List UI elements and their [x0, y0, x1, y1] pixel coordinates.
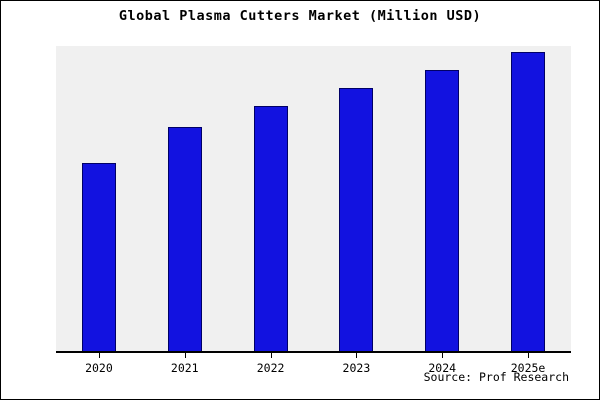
bar-2025e — [511, 51, 546, 351]
x-tick-2023: 2023 — [313, 353, 399, 375]
bar-slot-2025e — [485, 46, 571, 351]
bar-slot-2021 — [142, 46, 228, 351]
x-tick-2020: 2020 — [56, 353, 142, 375]
tick-mark — [356, 353, 358, 358]
x-tick-label: 2021 — [170, 361, 199, 375]
bar-slot-2022 — [228, 46, 314, 351]
tick-mark — [528, 353, 530, 358]
x-tick-label: 2023 — [342, 361, 371, 375]
x-tick-2021: 2021 — [142, 353, 228, 375]
bar-slot-2024 — [399, 46, 485, 351]
plot-area — [56, 46, 571, 353]
tick-mark — [442, 353, 444, 358]
tick-mark — [98, 353, 100, 358]
x-tick-2024: 2024 — [399, 353, 485, 375]
tick-mark — [270, 353, 272, 358]
chart-title: Global Plasma Cutters Market (Million US… — [118, 8, 482, 24]
x-tick-label: 2025e — [510, 361, 546, 375]
tick-mark — [184, 353, 186, 358]
bar-2021 — [167, 126, 202, 351]
x-axis-labels: 2020 2021 2022 2023 2024 2025e — [56, 353, 571, 375]
bar-2024 — [425, 69, 460, 351]
bar-2022 — [253, 105, 288, 351]
bar-2023 — [339, 87, 374, 351]
x-tick-label: 2020 — [85, 361, 113, 375]
bar-slot-2023 — [313, 46, 399, 351]
x-tick-2022: 2022 — [228, 353, 314, 375]
bar-2020 — [81, 162, 116, 351]
x-tick-label: 2024 — [428, 361, 457, 375]
bar-slot-2020 — [56, 46, 142, 351]
x-tick-label: 2022 — [256, 361, 285, 375]
x-tick-2025e: 2025e — [485, 353, 571, 375]
source-credit: Source: Prof Research — [423, 370, 569, 384]
bars-container — [56, 46, 571, 351]
